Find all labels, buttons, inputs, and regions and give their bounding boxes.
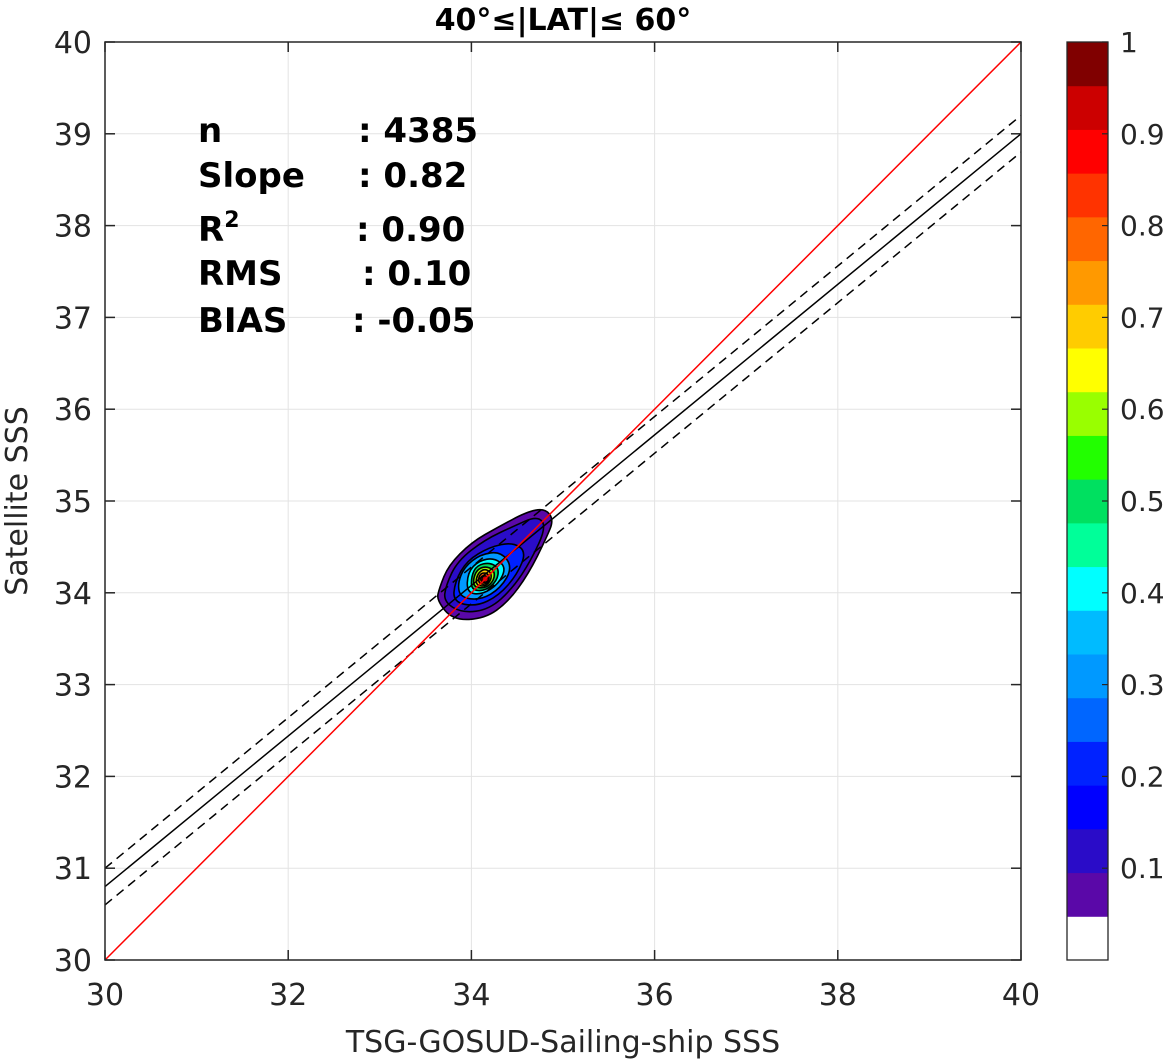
x-tick-label: 36: [636, 978, 674, 1013]
colorbar-segment: [1067, 479, 1108, 524]
chart-title: 40°≤|LAT|≤ 60°: [435, 3, 692, 38]
stat-label: n: [198, 111, 222, 151]
stat-value: : 4385: [358, 111, 478, 151]
stat-value: : -0.05: [352, 301, 475, 341]
y-tick-label: 36: [54, 393, 92, 428]
colorbar-segment: [1067, 522, 1108, 568]
colorbar-tick-label: 0.3: [1120, 669, 1165, 702]
lower-bound-line: [104, 151, 1022, 906]
colorbar-segment: [1067, 260, 1108, 305]
y-tick-label: 32: [54, 760, 92, 795]
colorbar-segment: [1067, 785, 1108, 830]
identity-line: [104, 41, 1022, 961]
colorbar-tick-label: 0.7: [1120, 301, 1165, 334]
y-axis-ticks: 30 31 32 33 34 35 36 37 38 39 40: [54, 26, 1021, 979]
stat-label: Slope: [198, 156, 305, 196]
colorbar: 0.1 0.2 0.3 0.4 0.5 0.6 0.7 0.8 0.9 1: [1066, 26, 1165, 961]
colorbar-tick-label: 0.1: [1120, 852, 1165, 885]
colorbar-segment: [1067, 610, 1108, 655]
colorbar-segment: [1067, 348, 1108, 393]
colorbar-segment: [1067, 566, 1108, 611]
colorbar-segment: [1067, 173, 1108, 218]
colorbar-segment: [1067, 697, 1108, 742]
colorbar-segment: [1067, 435, 1108, 480]
regression-lines: [104, 41, 1022, 961]
y-axis-label: Satellite SSS: [0, 406, 35, 596]
y-tick-label: 39: [54, 118, 92, 153]
colorbar-tick-label: 1: [1120, 26, 1138, 59]
colorbar-segment: [1067, 129, 1108, 174]
colorbar-tick-label: 0.9: [1120, 118, 1165, 151]
colorbar-tick-label: 0.4: [1120, 577, 1165, 610]
x-axis-label: TSG-GOSUD-Sailing-ship SSS: [345, 1025, 780, 1060]
x-tick-label: 40: [1002, 978, 1040, 1013]
x-axis-ticks: 30 32 34 36 38 40: [86, 42, 1040, 1013]
colorbar-segment: [1067, 828, 1108, 874]
y-tick-label: 31: [54, 852, 92, 887]
y-tick-label: 40: [54, 26, 92, 61]
stat-value: : 0.90: [356, 210, 465, 250]
colorbar-segment: [1067, 391, 1108, 436]
colorbar-tick-label: 0.5: [1120, 485, 1165, 518]
stat-label: BIAS: [198, 301, 287, 341]
colorbar-tick-label: 0.8: [1120, 210, 1165, 243]
x-tick-label: 32: [269, 978, 307, 1013]
stat-value: : 0.82: [358, 156, 467, 196]
contour-plot: [437, 508, 553, 621]
colorbar-segment: [1067, 916, 1108, 961]
upper-bound-line: [104, 114, 1022, 869]
statistics-box: n : 4385 Slope : 0.82 R2 : 0.90 RMS : 0.10 BIAS:…: [198, 111, 478, 341]
stat-label: RMS: [198, 254, 283, 294]
y-tick-label: 35: [54, 485, 92, 520]
stat-value: : 0.10: [362, 254, 471, 294]
y-tick-label: 30: [54, 944, 92, 979]
y-tick-label: 37: [54, 301, 92, 336]
x-tick-label: 38: [819, 978, 857, 1013]
colorbar-segment: [1067, 85, 1108, 130]
colorbar-tick-label: 0.6: [1120, 393, 1165, 426]
grid: [105, 42, 1021, 960]
colorbar-segment: [1067, 304, 1108, 349]
y-tick-label: 34: [54, 577, 92, 612]
x-tick-label: 34: [452, 978, 490, 1013]
x-tick-label: 30: [86, 978, 124, 1013]
regression-line: [104, 133, 1022, 888]
colorbar-segment: [1067, 216, 1108, 262]
y-tick-label: 33: [54, 669, 92, 704]
y-tick-label: 38: [54, 210, 92, 245]
colorbar-segment: [1067, 741, 1108, 786]
colorbar-segment: [1067, 654, 1108, 699]
stat-label: R2: [198, 208, 240, 250]
colorbar-tick-label: 0.2: [1120, 760, 1165, 793]
colorbar-segment: [1067, 872, 1108, 917]
colorbar-segment: [1067, 42, 1108, 87]
